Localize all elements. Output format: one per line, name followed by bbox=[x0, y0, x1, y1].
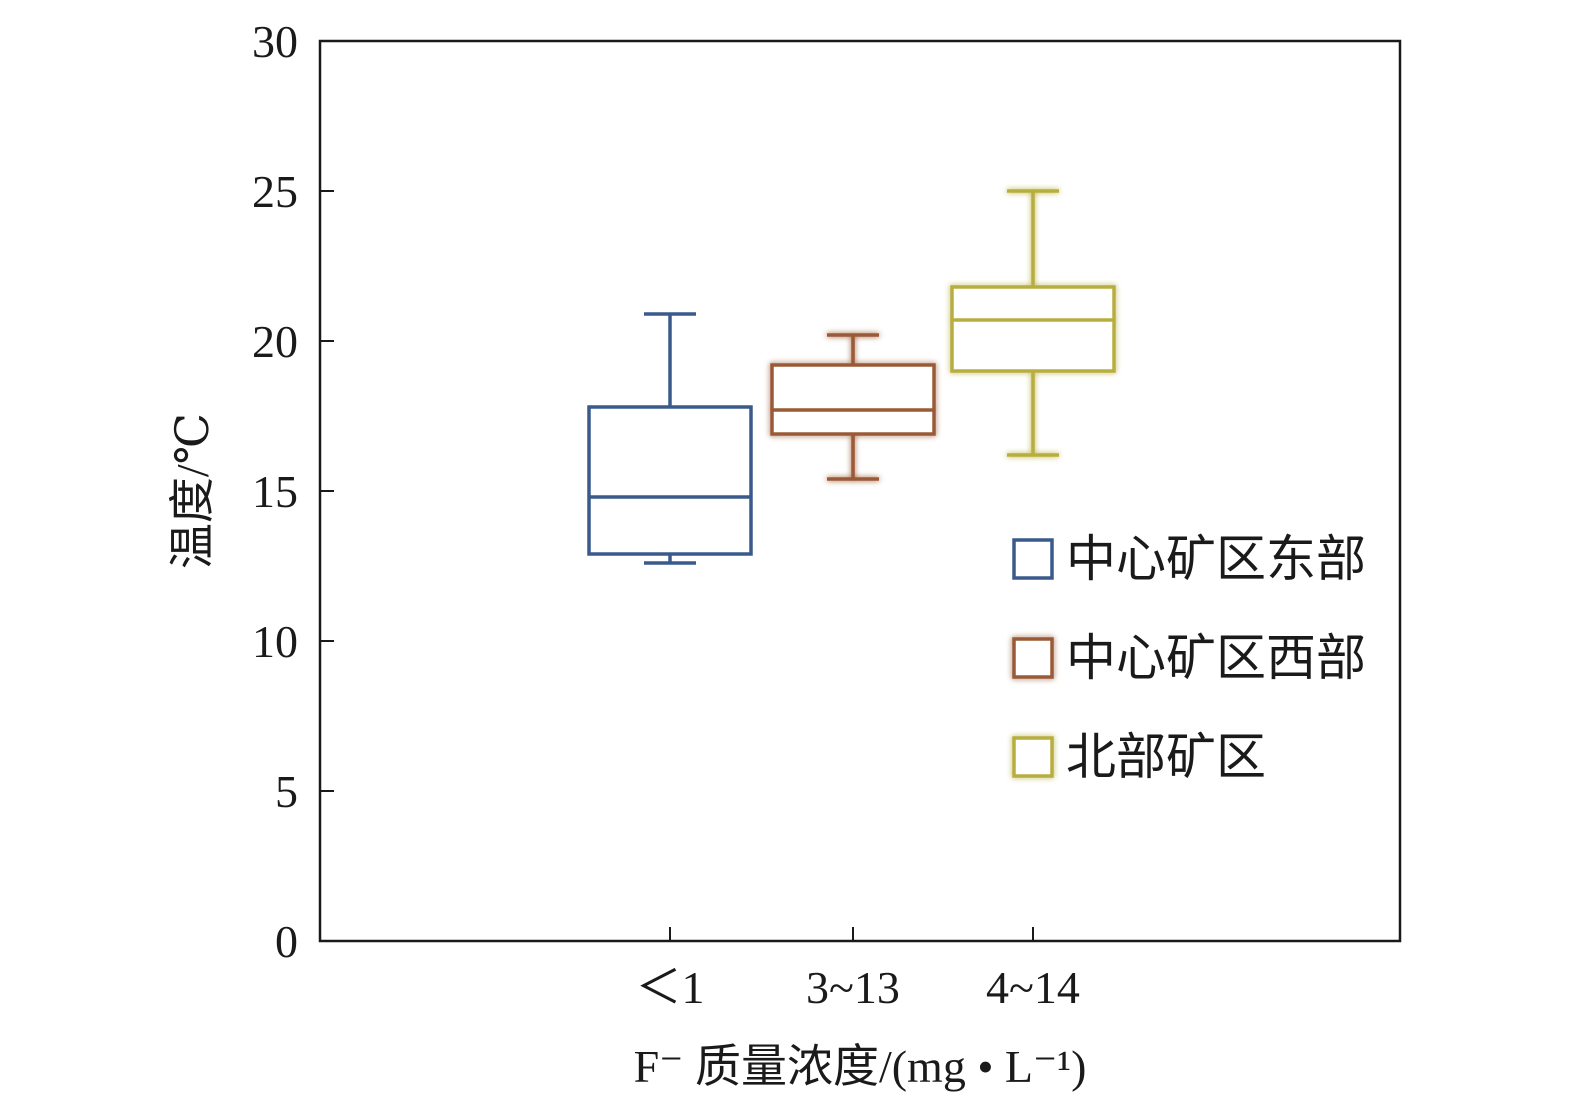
x-axis-ticks: ＜1 3~13 4~14 bbox=[636, 927, 1080, 1013]
iqr-box bbox=[770, 363, 936, 436]
box-series bbox=[587, 312, 753, 565]
x-tick-label: ＜1 bbox=[636, 962, 705, 1013]
y-tick-label: 5 bbox=[275, 766, 298, 817]
x-tick-label: 4~14 bbox=[986, 962, 1080, 1013]
legend-label: 中心矿区东部 bbox=[1066, 531, 1366, 587]
x-tick-label: 3~13 bbox=[806, 962, 900, 1013]
legend-item: 北部矿区 bbox=[1012, 729, 1266, 785]
y-tick-label: 30 bbox=[252, 16, 298, 67]
box-series-group bbox=[587, 189, 1116, 565]
legend-label: 北部矿区 bbox=[1066, 729, 1266, 785]
y-axis-ticks: 0 5 10 15 20 25 30 bbox=[252, 16, 334, 967]
legend-swatch bbox=[1012, 538, 1054, 580]
legend-swatch bbox=[1012, 736, 1054, 778]
box-series bbox=[770, 333, 936, 481]
box-series bbox=[950, 189, 1116, 457]
iqr-box bbox=[587, 405, 753, 556]
y-tick-label: 10 bbox=[252, 616, 298, 667]
y-tick-label: 20 bbox=[252, 316, 298, 367]
x-axis-label: F⁻ 质量浓度/(mg • L⁻¹) bbox=[634, 1041, 1087, 1092]
y-tick-label: 15 bbox=[252, 466, 298, 517]
y-tick-label: 0 bbox=[275, 916, 298, 967]
iqr-box bbox=[950, 285, 1116, 373]
legend-item: 中心矿区东部 bbox=[1012, 531, 1366, 587]
legend-label: 中心矿区西部 bbox=[1066, 630, 1366, 686]
legend-item: 中心矿区西部 bbox=[1012, 630, 1366, 686]
plot-frame bbox=[318, 39, 1402, 943]
y-axis-label: 温度/℃ bbox=[167, 413, 218, 569]
legend-swatch bbox=[1012, 637, 1054, 679]
y-tick-label: 25 bbox=[252, 166, 298, 217]
